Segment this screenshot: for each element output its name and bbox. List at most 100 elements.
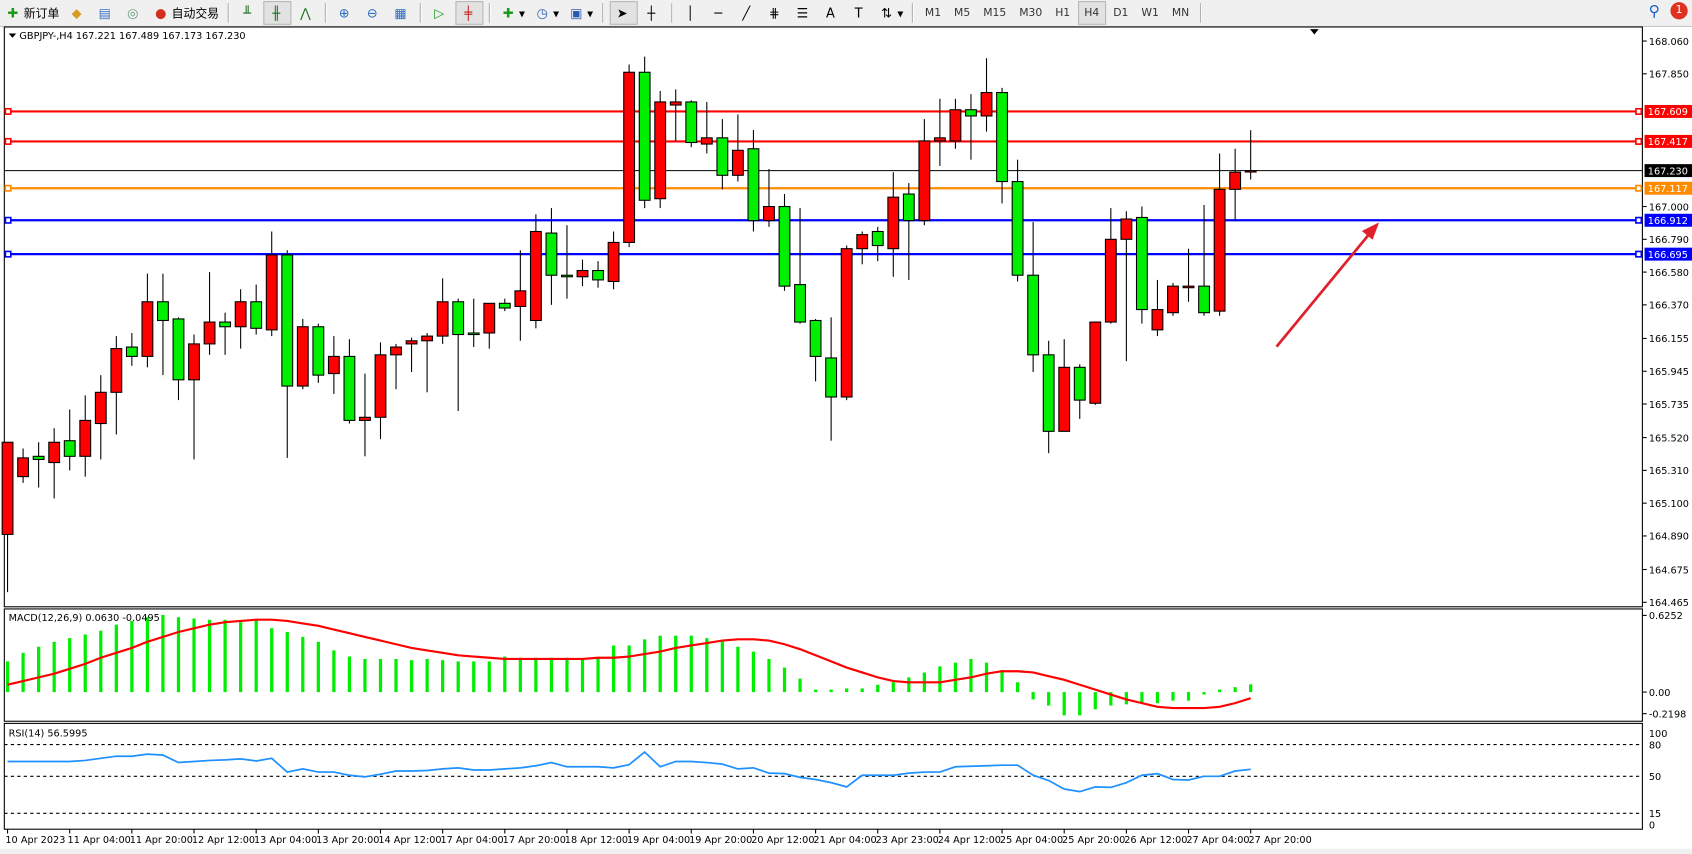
price-tick-label: 166.370 — [1649, 301, 1689, 312]
level-anchor-handle[interactable] — [1635, 137, 1643, 145]
trend-arrow-annotation[interactable] — [1275, 229, 1374, 348]
cursor-button[interactable]: ➤ — [609, 1, 638, 25]
bullish-candle — [436, 301, 449, 337]
fibo-fan-button[interactable]: ☰ — [791, 1, 817, 25]
navigator-button[interactable]: ▤ — [93, 1, 119, 25]
fibonacci-button[interactable]: ⋕ — [762, 1, 788, 25]
bullish-candle — [840, 248, 853, 398]
chart-menu-triangle-icon[interactable] — [8, 33, 17, 38]
chart-header: GBPJPY-,H4 167.221 167.489 167.173 167.2… — [19, 31, 245, 42]
level-anchor-handle[interactable] — [4, 216, 12, 224]
signals-button[interactable]: ◎ — [121, 1, 147, 25]
fibo-fan-icon: ☰ — [796, 5, 809, 21]
time-axis-label: 27 Apr 04:00 — [1186, 835, 1249, 846]
level-anchor-handle[interactable] — [4, 107, 12, 115]
time-axis-label: 20 Apr 12:00 — [751, 835, 814, 846]
bullish-candle — [48, 441, 61, 464]
price-level-flag — [1644, 134, 1692, 148]
tile-windows-icon: ▦ — [394, 5, 407, 21]
autoscroll-button[interactable]: ╪ — [455, 1, 484, 25]
bullish-candle — [918, 140, 931, 222]
timeframe-d1[interactable]: D1 — [1113, 7, 1129, 19]
rsi-tick-label: 15 — [1649, 809, 1661, 820]
horizontal-line-icon: ─ — [714, 5, 723, 21]
notification-badge[interactable]: 1 — [1670, 2, 1688, 20]
timeframe-mn[interactable]: MN — [1171, 7, 1190, 19]
templates-icon: ▣ — [570, 5, 583, 21]
level-anchor-handle[interactable] — [1635, 216, 1643, 224]
timeframe-w1[interactable]: W1 — [1141, 7, 1159, 19]
separator — [488, 3, 491, 23]
bullish-candle — [576, 269, 589, 278]
indicators-button[interactable]: ✚ ▾ — [496, 1, 528, 25]
bearish-candle — [125, 346, 138, 357]
bullish-candle — [483, 302, 496, 334]
rsi-header: RSI(14) 56.5995 — [9, 728, 88, 739]
trendline-button[interactable]: ╱ — [734, 1, 760, 25]
price-level-flag — [1644, 213, 1692, 227]
zoom-in-button[interactable]: ⊕ — [332, 1, 358, 25]
vertical-line-icon: │ — [686, 5, 695, 21]
zoom-out-button[interactable]: ⊖ — [360, 1, 386, 25]
bullish-candle — [856, 234, 869, 250]
new-order-icon: ✚ — [7, 5, 19, 21]
main-price-pane[interactable] — [3, 26, 1643, 608]
auto-trading-button[interactable]: ● 自动交易 — [149, 1, 222, 25]
time-axis-label: 19 Apr 20:00 — [689, 835, 752, 846]
bullish-candle — [1089, 321, 1102, 404]
line-chart-icon: ⋀ — [300, 5, 311, 21]
level-anchor-handle[interactable] — [1635, 184, 1643, 192]
chart-shift-button[interactable]: ▷ — [427, 1, 453, 25]
bullish-candle — [1244, 170, 1257, 173]
timeframe-m30[interactable]: M30 — [1019, 7, 1043, 19]
timeframe-h1[interactable]: H1 — [1055, 7, 1071, 19]
text-button[interactable]: A — [819, 1, 845, 25]
text-label-button[interactable]: T — [847, 1, 873, 25]
market-watch-button[interactable]: ◆ — [65, 1, 91, 25]
bearish-candle — [1198, 285, 1210, 314]
new-order-button[interactable]: ✚ 新订单 — [1, 1, 63, 25]
arrows-button[interactable]: ⇅ ▾ — [875, 1, 907, 25]
time-axis-label: 23 Apr 23:00 — [876, 835, 939, 846]
search-icon[interactable]: ⚲ — [1648, 3, 1660, 21]
level-anchor-handle[interactable] — [4, 137, 12, 145]
price-tick-label: 164.675 — [1649, 565, 1689, 576]
candlestick-button[interactable]: ╫ — [263, 1, 292, 25]
bullish-candle — [1120, 218, 1133, 240]
timeframe-h4[interactable]: H4 — [1077, 1, 1106, 25]
level-anchor-handle[interactable] — [4, 184, 12, 192]
price-level-label: 167.230 — [1648, 166, 1688, 177]
timeframe-m1[interactable]: M1 — [924, 7, 942, 19]
bullish-candle — [203, 321, 216, 345]
vertical-line-button[interactable]: │ — [678, 1, 704, 25]
crosshair-button[interactable]: ┼ — [639, 1, 665, 25]
level-anchor-handle[interactable] — [4, 250, 12, 258]
line-chart-button[interactable]: ⋀ — [294, 1, 320, 25]
bullish-candle — [1, 441, 14, 535]
bullish-candle — [1104, 238, 1117, 323]
templates-button[interactable]: ▣ ▾ — [564, 1, 596, 25]
macd-pane[interactable] — [3, 608, 1643, 722]
tile-windows-button[interactable]: ▦ — [388, 1, 414, 25]
bearish-candle — [32, 455, 45, 460]
bar-chart-button[interactable]: ╨ — [235, 1, 261, 25]
time-axis-label: 25 Apr 20:00 — [1062, 835, 1125, 846]
timeframe-m5[interactable]: M5 — [954, 7, 971, 19]
time-axis-label: 14 Apr 12:00 — [378, 835, 441, 846]
level-anchor-handle[interactable] — [1635, 107, 1643, 115]
macd-tick-label: 0.00 — [1649, 688, 1671, 699]
chart-shift-marker-icon[interactable] — [1310, 29, 1319, 35]
level-anchor-handle[interactable] — [1635, 250, 1643, 258]
horizontal-line-button[interactable]: ─ — [706, 1, 732, 25]
bearish-candle — [498, 302, 511, 309]
price-level-label: 166.695 — [1648, 250, 1688, 261]
periods-button[interactable]: ◷ ▾ — [530, 1, 562, 25]
bar-chart-icon: ╨ — [243, 5, 252, 21]
timeframe-m15[interactable]: M15 — [983, 7, 1007, 19]
separator — [911, 3, 915, 23]
bullish-candle — [1182, 285, 1195, 289]
bearish-candle — [63, 440, 76, 457]
rsi-tick-label: 0 — [1649, 821, 1655, 832]
